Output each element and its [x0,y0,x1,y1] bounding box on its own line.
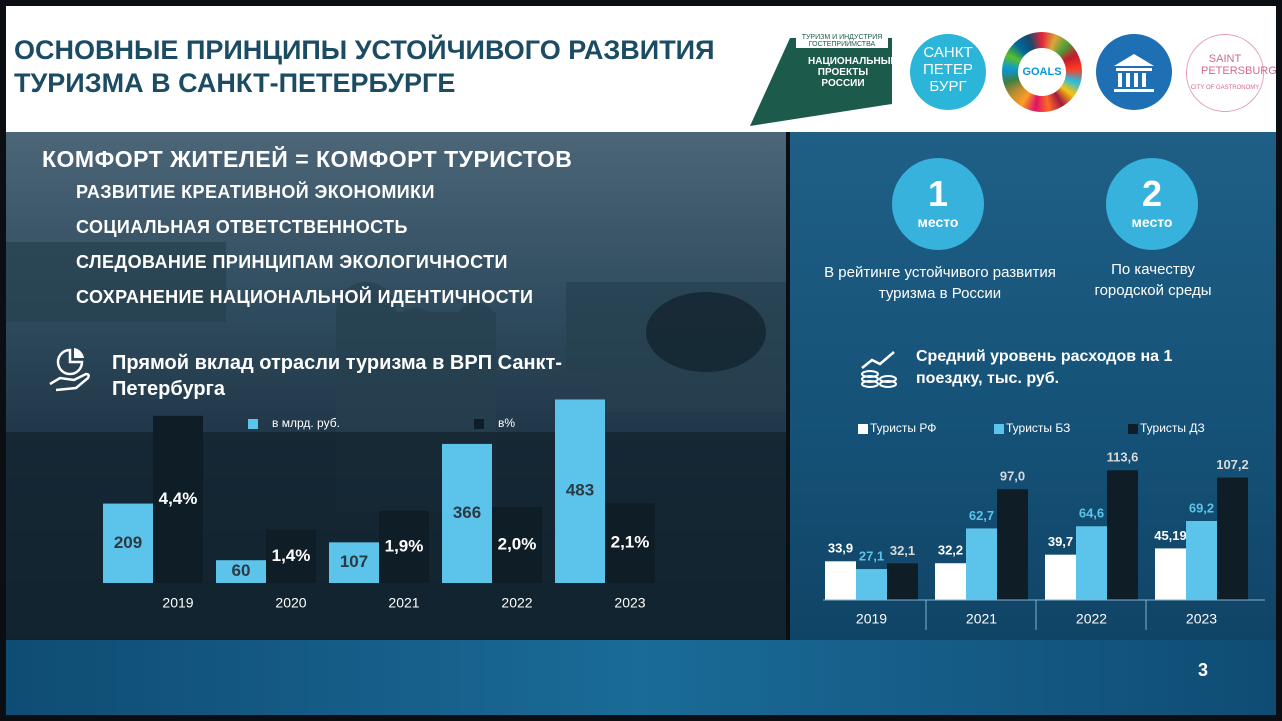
x-tick-label: 2019 [856,611,887,627]
bar [1045,554,1076,600]
national-projects-logo: ТУРИЗМ И ИНДУСТРИЯ ГОСТЕПРИИМСТВА НАЦИОН… [750,34,898,126]
x-tick-label: 2022 [501,595,532,611]
bar [153,415,203,583]
legend-swatch [1128,424,1138,434]
value-label: 2,1% [611,533,650,552]
value-label: 39,7 [1048,534,1073,549]
bar [555,399,605,583]
principle: СОХРАНЕНИЕ НАЦИОНАЛЬНОЙ ИДЕНТИЧНОСТИ [76,287,534,307]
value-label: 366 [453,503,481,522]
value-label: 62,7 [969,508,994,523]
logo-shape [750,38,892,126]
value-label: 107,2 [1216,457,1249,472]
logo-text: НАЦИОНАЛЬНЫЕ ПРОЕКТЫ РОССИИ [808,56,898,89]
pie-hand-icon [49,348,90,392]
legend-swatch [248,419,258,429]
coins-chart-icon [861,351,897,388]
rank-unit: место [917,214,959,230]
legend-label: в млрд. руб. [272,416,340,430]
value-label: 69,2 [1189,500,1214,515]
rank-number: 1 [927,173,949,214]
legend-label: Туристы РФ [870,421,936,435]
bar [329,542,379,583]
temple-icon [1114,54,1154,92]
x-tick-label: 2019 [162,595,193,611]
chart-title: Средний уровень расходов на 1 поездку, т… [916,348,1173,387]
bar [379,510,429,583]
value-label: 97,0 [1000,469,1025,484]
value-label: 1,9% [385,536,424,555]
bar [825,561,856,600]
bar [442,443,492,583]
principle: СОЦИАЛЬНАЯ ОТВЕТСТВЕННОСТЬ [76,217,408,237]
bar [1076,526,1107,600]
legend-label: в% [498,416,515,430]
value-label: 4,4% [159,489,198,508]
legend-label: Туристы ДЗ [1140,421,1205,435]
value-label: 209 [114,533,142,552]
x-tick-label: 2020 [275,595,306,611]
x-tick-label: 2022 [1076,611,1107,627]
logo-text: САНКТ ПЕТЕР БУРГ [923,44,973,95]
principles-heading: КОМФОРТ ЖИТЕЛЕЙ = КОМФОРТ ТУРИСТОВ [42,146,573,172]
value-label: 32,1 [890,543,915,558]
logo-center: GOALS [1018,48,1066,96]
rank-badge: 2 место [1106,158,1198,250]
bar [492,507,542,583]
bar [103,503,153,583]
bar [1217,477,1248,600]
rank-caption: В рейтинге устойчивого развития туризма … [824,264,1056,302]
legend-swatch [474,419,484,429]
bar [997,489,1028,600]
bar [216,560,266,583]
chart-title: Прямой вклад отрасли туризма в ВРП Санкт… [112,352,562,400]
legend-swatch [994,424,1004,434]
value-label: 33,9 [828,541,853,556]
value-label: 2,0% [498,534,537,553]
value-label: 60 [232,561,251,580]
value-label: 64,6 [1079,506,1104,521]
logo-text: ТУРИЗМ И ИНДУСТРИЯ ГОСТЕПРИИМСТВА [796,34,888,48]
bar [1186,520,1217,600]
value-label: 113,6 [1107,450,1139,465]
rank-unit: место [1131,214,1173,230]
rank-number: 2 [1141,173,1163,214]
principle: СЛЕДОВАНИЕ ПРИНЦИПАМ ЭКОЛОГИЧНОСТИ [76,252,508,272]
bar [266,529,316,583]
bar [856,569,887,600]
footer-bar [6,640,1276,715]
bar [966,528,997,600]
value-label: 107 [340,552,368,571]
unesco-logo [1096,34,1172,110]
principle: РАЗВИТИЕ КРЕАТИВНОЙ ЭКОНОМИКИ [76,182,435,202]
bar [887,563,918,600]
bar [605,503,655,583]
x-tick-label: 2021 [966,611,997,627]
bar [1155,548,1186,600]
page-number: 3 [1198,660,1209,680]
bar [935,563,966,600]
value-label: 483 [566,481,594,500]
x-tick-label: 2023 [1186,611,1217,627]
slide-title: ОСНОВНЫЕ ПРИНЦИПЫ УСТОЙЧИВОГО РАЗВИТИЯ Т… [14,35,715,98]
legend-swatch [858,424,868,434]
logo-text: CITY OF GASTRONOMY [1190,85,1260,91]
sdg-logo: GOALS [1002,32,1082,112]
legend-label: Туристы БЗ [1006,421,1070,435]
spb-logo: САНКТ ПЕТЕР БУРГ [910,34,986,110]
value-label: 45,19 [1154,528,1187,543]
gastronomy-logo: SAINT PETERSBURG CITY OF GASTRONOMY [1186,34,1277,112]
value-label: 27,1 [859,548,884,563]
bar [1107,470,1138,600]
x-tick-label: 2021 [388,595,419,611]
value-label: 1,4% [272,546,311,565]
value-label: 32,2 [938,543,963,558]
rank-badge: 1 место [892,158,984,250]
rank-caption: По качеству городской среды [1094,261,1212,299]
x-tick-label: 2023 [614,595,645,611]
